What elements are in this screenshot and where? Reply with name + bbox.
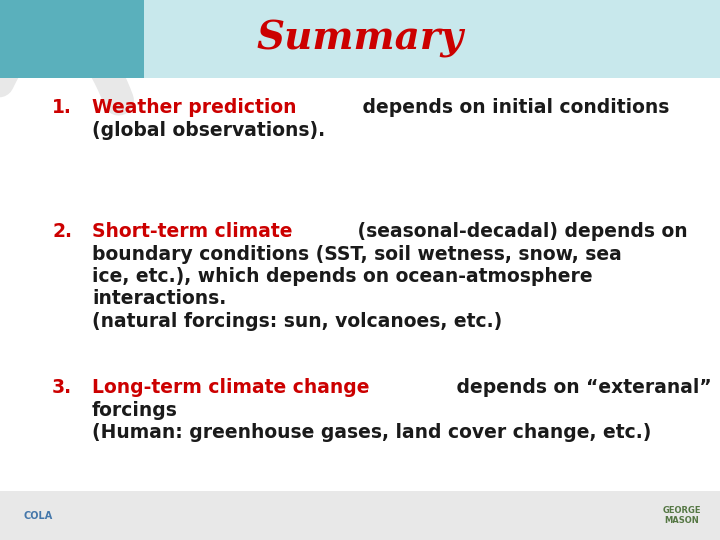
Text: boundary conditions (SST, soil wetness, snow, sea: boundary conditions (SST, soil wetness, … bbox=[92, 245, 622, 264]
Text: 3.: 3. bbox=[52, 378, 72, 397]
Text: (seasonal-decadal) depends on: (seasonal-decadal) depends on bbox=[351, 222, 688, 241]
Text: depends on “exteranal”: depends on “exteranal” bbox=[450, 378, 711, 397]
Text: (Human: greenhouse gases, land cover change, etc.): (Human: greenhouse gases, land cover cha… bbox=[92, 423, 652, 442]
FancyBboxPatch shape bbox=[0, 0, 144, 78]
FancyBboxPatch shape bbox=[0, 491, 720, 540]
Text: interactions.: interactions. bbox=[92, 289, 226, 308]
Text: (global observations).: (global observations). bbox=[92, 120, 325, 139]
Text: depends on initial conditions: depends on initial conditions bbox=[356, 98, 670, 117]
Text: ice, etc.), which depends on ocean-atmosphere: ice, etc.), which depends on ocean-atmos… bbox=[92, 267, 593, 286]
Text: 2.: 2. bbox=[52, 222, 72, 241]
Text: Summary: Summary bbox=[256, 20, 464, 58]
Text: 1.: 1. bbox=[52, 98, 72, 117]
Text: Short-term climate: Short-term climate bbox=[92, 222, 292, 241]
Text: Weather prediction: Weather prediction bbox=[92, 98, 297, 117]
Text: COLA: COLA bbox=[23, 511, 53, 521]
Text: Long-term climate change: Long-term climate change bbox=[92, 378, 369, 397]
FancyBboxPatch shape bbox=[0, 0, 720, 78]
Text: (natural forcings: sun, volcanoes, etc.): (natural forcings: sun, volcanoes, etc.) bbox=[92, 312, 503, 331]
Text: forcings: forcings bbox=[92, 401, 178, 420]
Text: GEORGE
MASON: GEORGE MASON bbox=[662, 506, 701, 525]
